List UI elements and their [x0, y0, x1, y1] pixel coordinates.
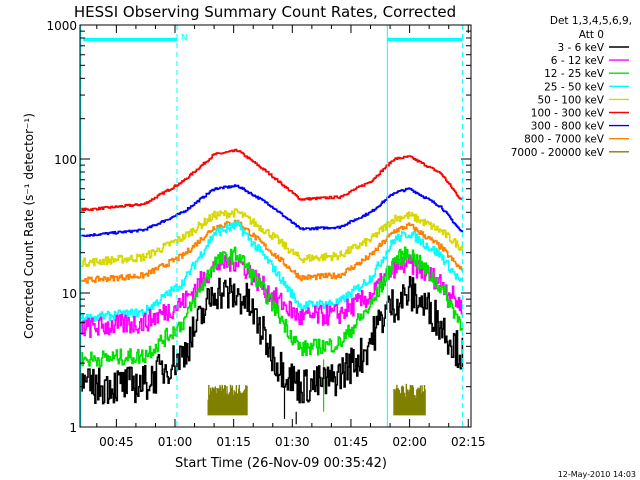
legend-item-7000-20000-kev: 7000 - 20000 keV: [511, 147, 629, 159]
series-100-300-kev-line: [81, 148, 464, 212]
y-tick-label-1000: 1000: [46, 19, 77, 33]
axis-layer: 00:45 01:00 01:15 01:30 01:45 02:00 02:15 1 10 10…: [46, 19, 485, 449]
legend-label-300-800-kev: 300 - 800 keV: [531, 121, 605, 133]
x-tick-label-01-15: 01:15: [216, 435, 251, 449]
series-7000-20000-kev-burst-1: [207, 384, 248, 416]
legend-item-3-6-kev: 3 - 6 keV: [557, 42, 629, 54]
series-3-6-kev-line: [81, 275, 464, 405]
series-25-50-kev-line: [81, 220, 464, 324]
y-axis-label: Corrected Count Rate (s⁻¹ detector⁻¹): [22, 113, 36, 339]
series-50-100-kev: [81, 208, 464, 267]
x-axis-label: Start Time (26-Nov-09 00:35:42): [175, 456, 387, 471]
y-tick-label-1: 1: [69, 421, 77, 435]
series-300-800-kev: [81, 184, 464, 237]
legend-label-7000-20000-kev: 7000 - 20000 keV: [511, 147, 605, 159]
plot-frame: [79, 24, 472, 428]
annotation-layer: N: [80, 25, 463, 427]
legend-item-800-7000-kev: 800 - 7000 keV: [524, 134, 629, 146]
legend-title-line-2: Att 0: [579, 29, 604, 41]
legend-item-12-25-kev: 12 - 25 keV: [544, 68, 629, 80]
x-tick-label-02-00: 02:00: [392, 435, 427, 449]
legend-label-50-100-kev: 50 - 100 keV: [537, 94, 604, 106]
legend-label-100-300-kev: 100 - 300 keV: [531, 108, 605, 120]
legend-label-25-50-kev: 25 - 50 keV: [544, 81, 605, 93]
series-3-6-kev-spikes: [283, 386, 297, 425]
legend-title-line-1: Det 1,3,4,5,6,9,: [550, 15, 632, 27]
chart-title: HESSI Observing Summary Count Rates, Cor…: [74, 3, 456, 21]
y-tick-label-100: 100: [54, 153, 77, 167]
legend-label-12-25-kev: 12 - 25 keV: [544, 68, 605, 80]
x-tick-label-00-45: 00:45: [99, 435, 134, 449]
y-tick-label-10: 10: [62, 287, 77, 301]
footer-timestamp: 12-May-2010 14:03: [558, 470, 636, 479]
series-12-25-kev-line: [81, 246, 464, 368]
legend-label-800-7000-kev: 800 - 7000 keV: [524, 134, 605, 146]
legend-label-6-12-kev: 6 - 12 keV: [551, 55, 605, 67]
data-layer: [81, 148, 464, 425]
legend-item-50-100-kev: 50 - 100 keV: [537, 94, 629, 106]
x-tick-label-02-15: 02:15: [451, 435, 486, 449]
series-100-300-kev: [81, 148, 464, 212]
legend-item-25-50-kev: 25 - 50 keV: [544, 81, 629, 93]
legend-item-6-12-kev: 6 - 12 keV: [551, 55, 629, 67]
series-300-800-kev-line: [81, 184, 464, 237]
series-3-6-kev: [81, 275, 464, 425]
x-tick-label-01-30: 01:30: [275, 435, 310, 449]
series-25-50-kev: [81, 220, 464, 324]
series-7000-20000-kev-burst-2: [393, 383, 426, 416]
x-tick-label-01-45: 01:45: [334, 435, 369, 449]
legend-label-3-6-kev: 3 - 6 keV: [557, 42, 604, 54]
x-tick-label-01-00: 01:00: [158, 435, 193, 449]
series-7000-20000-kev: [207, 383, 426, 416]
series-800-7000-kev: [81, 219, 464, 284]
legend-item-100-300-kev: 100 - 300 keV: [531, 108, 629, 120]
series-50-100-kev-line: [81, 208, 464, 267]
legend-item-300-800-kev: 300 - 800 keV: [531, 121, 629, 133]
annotation-label-n: N: [181, 34, 188, 44]
series-800-7000-kev-line: [81, 219, 464, 284]
